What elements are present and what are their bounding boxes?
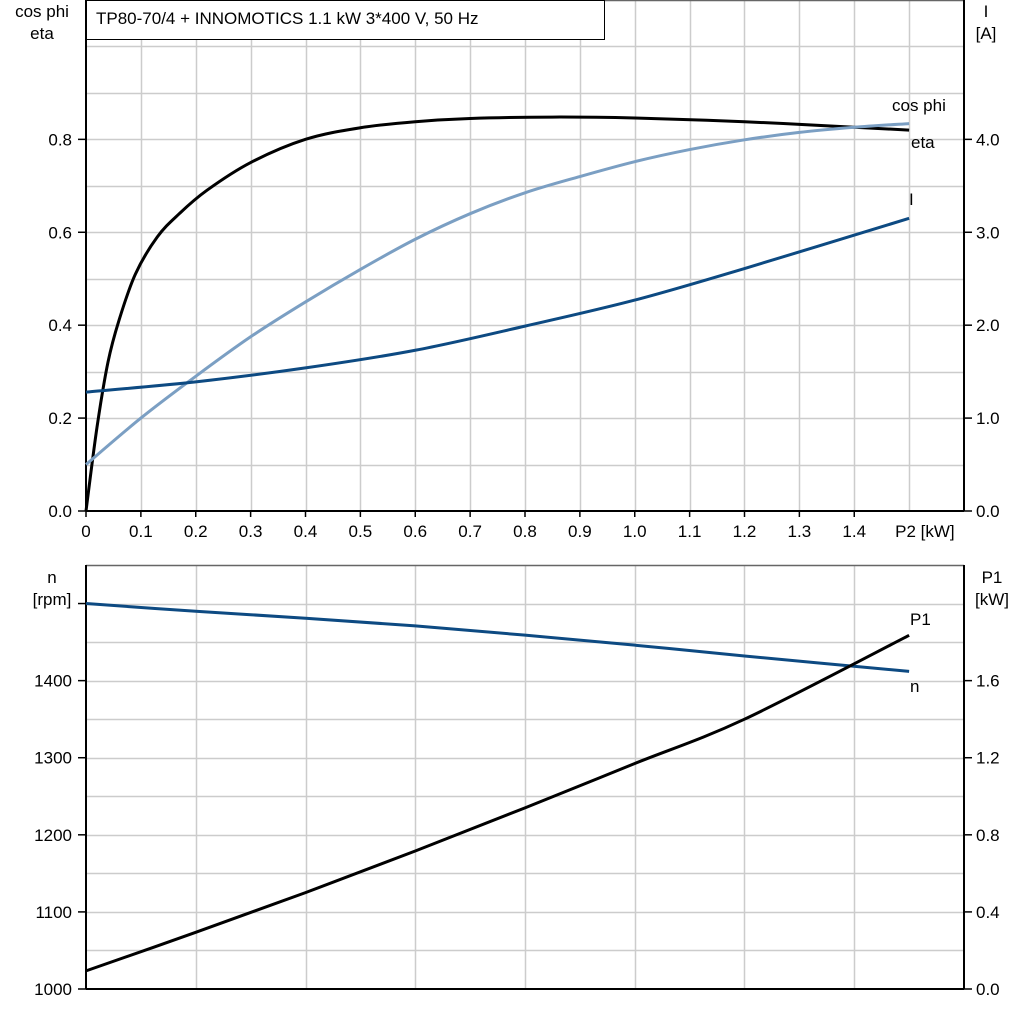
left-y-tick-label: 0.2 [48, 409, 72, 428]
x-axis-label: P2 [kW] [895, 522, 955, 541]
x-tick-label: 1.2 [733, 522, 757, 541]
x-tick-label: 0.6 [403, 522, 427, 541]
top-chart: 0.0 0.2 0.4 0.6 0.8 0.0 1.0 2.0 3.0 4.0 0 0.1 0.2 0.3… [15, 0, 1000, 541]
right-y-tick-label: 2.0 [976, 316, 1000, 335]
right-y-tick-label: 0.8 [976, 826, 1000, 845]
left-y-tick-label: 0.0 [48, 502, 72, 521]
right-y-tick-label: 1.0 [976, 409, 1000, 428]
series-label-i: I [909, 190, 914, 209]
x-tick-label: 0.2 [184, 522, 208, 541]
series-label-p1: P1 [910, 610, 931, 629]
left-y-axis-title: eta [30, 24, 54, 43]
series-line-p1 [85, 634, 910, 973]
left-y-tick-label: 1100 [35, 903, 72, 922]
x-tick-label: 0.4 [294, 522, 318, 541]
right-y-axis-title: P1 [982, 568, 1003, 587]
left-y-axis-title: [rpm] [33, 590, 72, 609]
series-line-i [85, 216, 910, 394]
left-y-tick-label: 1200 [34, 826, 72, 845]
right-y-axis-title: I [984, 2, 989, 21]
series-line-cos-phi [85, 122, 910, 466]
x-tick-label: 1.4 [842, 522, 866, 541]
series-line-eta [84, 115, 910, 512]
series-label-n: n [910, 677, 919, 696]
x-tick-label: 0.5 [349, 522, 373, 541]
right-y-axis-title: [kW] [975, 590, 1009, 609]
right-y-tick-label: 0.4 [976, 903, 1000, 922]
left-y-axis-title: n [47, 568, 56, 587]
right-y-tick-label: 3.0 [976, 223, 1000, 242]
right-y-tick-label: 1.2 [976, 749, 1000, 768]
left-y-tick-label: 1000 [34, 980, 72, 999]
x-tick-label: 0.8 [513, 522, 537, 541]
x-tick-label: 1.1 [678, 522, 702, 541]
x-tick-label: 1.0 [623, 522, 647, 541]
left-y-tick-label: 1300 [34, 749, 72, 768]
series-line-n [85, 602, 910, 673]
left-y-axis-title: cos phi [15, 2, 69, 21]
bottom-chart: 1000 1100 1200 1300 1400 0.0 0.4 0.8 1.2 1.6 n [rpm… [33, 564, 1009, 999]
right-y-axis-title: [A] [976, 24, 997, 43]
x-tick-label: 0 [81, 522, 90, 541]
x-tick-label: 0.1 [129, 522, 153, 541]
series-label-eta: eta [911, 133, 935, 152]
chart-title: TP80-70/4 + INNOMOTICS 1.1 kW 3*400 V, 5… [96, 9, 479, 28]
right-y-tick-label: 0.0 [976, 502, 1000, 521]
x-tick-label: 0.7 [458, 522, 482, 541]
left-y-tick-label: 0.8 [48, 130, 72, 149]
x-tick-label: 1.3 [788, 522, 812, 541]
right-y-tick-label: 1.6 [976, 672, 1000, 691]
series-label-cos-phi: cos phi [892, 96, 946, 115]
right-y-tick-label: 0.0 [976, 980, 1000, 999]
x-tick-label: 0.3 [239, 522, 263, 541]
title-box [86, 0, 605, 40]
right-y-tick-label: 4.0 [976, 130, 1000, 149]
x-tick-label: 0.9 [568, 522, 592, 541]
left-y-tick-label: 0.4 [48, 316, 72, 335]
left-y-tick-label: 1400 [34, 672, 72, 691]
left-y-tick-label: 0.6 [48, 223, 72, 242]
